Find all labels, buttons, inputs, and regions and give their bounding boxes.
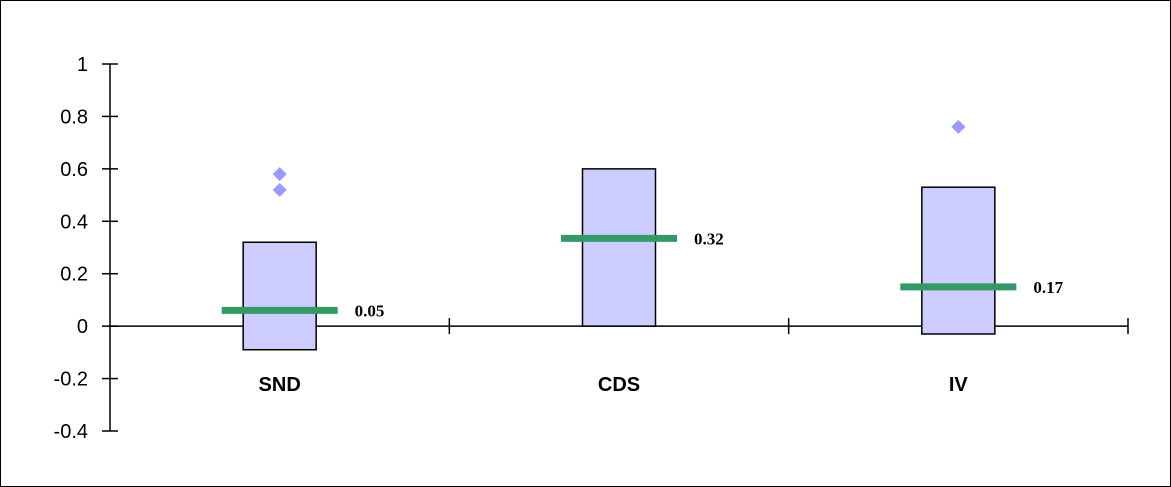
category-label: CDS [598,374,640,396]
median-value-label: 0.05 [355,301,385,320]
category-label: SND [259,374,301,396]
y-tick-label: 0 [77,316,88,338]
outlier-point [272,167,287,182]
y-tick-label: 0.2 [60,264,88,286]
box-cds [581,168,657,327]
y-tick-label: 0.8 [60,106,88,128]
y-tick-label: -0.2 [54,369,88,391]
outlier-point [272,182,287,197]
plot-area [221,119,1017,351]
labels: 0.05 SND 0.32 CDS 0.17 IV [259,229,1064,396]
category-label: IV [949,374,969,396]
median-value-label: 0.17 [1033,278,1063,297]
y-tick-label: 0.4 [60,211,88,233]
box-snd [242,241,317,351]
y-tick-label: -0.4 [54,421,88,443]
box-iv [921,186,996,335]
y-tick-label: 0.6 [60,159,88,181]
median-value-label: 0.32 [694,229,724,248]
y-tick-label: 1 [77,54,88,76]
outlier-point [951,119,966,134]
